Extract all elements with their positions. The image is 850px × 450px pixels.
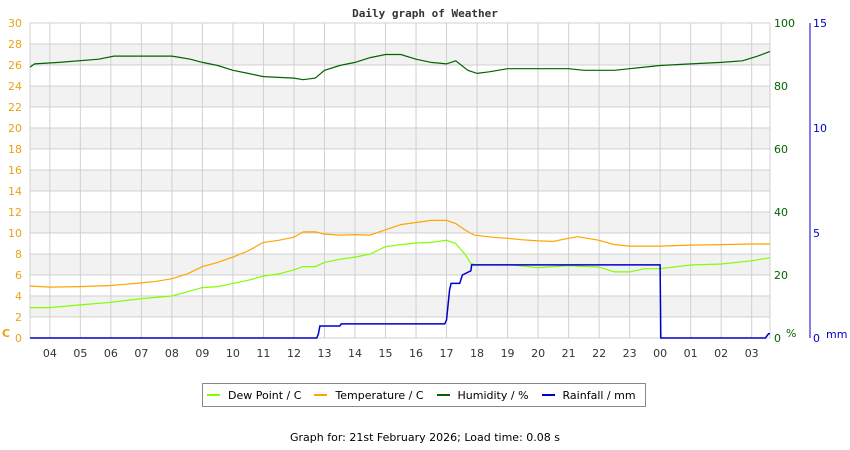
grid-band [30, 212, 770, 233]
left-tick-label: 4 [15, 290, 22, 303]
series-line [30, 264, 770, 339]
x-tick-label: 14 [348, 347, 362, 360]
left-tick-label: 10 [8, 227, 22, 240]
grid-band [30, 86, 770, 107]
rain-tick-label: 5 [813, 227, 820, 240]
left-tick-label: 0 [15, 332, 22, 345]
x-tick-label: 02 [714, 347, 728, 360]
left-tick-label: 14 [8, 185, 22, 198]
series-line [29, 50, 771, 81]
legend-item-temperature: Temperature / C [314, 388, 424, 402]
temperature-swatch-icon [314, 394, 328, 396]
x-tick-label: 19 [501, 347, 515, 360]
left-tick-label: 6 [15, 269, 22, 282]
x-tick-label: 01 [684, 347, 698, 360]
left-tick-label: 12 [8, 206, 22, 219]
left-tick-label: 30 [8, 17, 22, 30]
humidity-axis-unit: % [786, 327, 796, 340]
x-tick-label: 09 [195, 347, 209, 360]
humidity-swatch-icon [436, 394, 450, 396]
x-tick-label: 08 [165, 347, 179, 360]
grid-band [30, 254, 770, 275]
left-axis-unit: C [2, 327, 10, 340]
grid-band [30, 296, 770, 317]
x-tick-label: 13 [317, 347, 331, 360]
rain-tick-label: 0 [813, 332, 820, 345]
rain-tick-label: 15 [813, 17, 827, 30]
grid-band [30, 128, 770, 149]
legend-label: Rainfall / mm [562, 388, 636, 402]
humidity-tick-label: 0 [774, 332, 781, 345]
legend-label: Dew Point / C [228, 388, 302, 402]
left-tick-label: 28 [8, 38, 22, 51]
vertical-gridlines [29, 23, 771, 338]
left-tick-label: 24 [8, 80, 22, 93]
x-tick-label: 12 [287, 347, 301, 360]
x-tick-label: 03 [745, 347, 759, 360]
x-tick-label: 17 [440, 347, 454, 360]
rain-tick-label: 10 [813, 122, 827, 135]
x-tick-label: 23 [623, 347, 637, 360]
x-tick-label: 15 [379, 347, 393, 360]
chart-title: Daily graph of Weather [352, 7, 498, 20]
humidity-tick-label: 100 [774, 17, 795, 30]
series-lines [29, 50, 771, 339]
left-tick-label: 8 [15, 248, 22, 261]
humidity-tick-label: 20 [774, 269, 788, 282]
legend-label: Humidity / % [457, 388, 529, 402]
footer-status: Graph for: 21st February 2026; Load time… [289, 431, 560, 444]
rainfall-swatch-icon [541, 394, 555, 396]
left-tick-label: 20 [8, 122, 22, 135]
series-line [29, 219, 770, 288]
x-tick-label: 22 [592, 347, 606, 360]
legend-label: Temperature / C [335, 388, 424, 402]
grid-band [30, 170, 770, 191]
humidity-tick-label: 60 [774, 143, 788, 156]
legend-item-rainfall: Rainfall / mm [541, 388, 636, 402]
grid-bands [30, 44, 770, 317]
dewpoint-swatch-icon [207, 394, 220, 396]
x-tick-label: 16 [409, 347, 423, 360]
x-tick-label: 11 [256, 347, 270, 360]
x-tick-label: 21 [562, 347, 576, 360]
humidity-tick-label: 40 [774, 206, 788, 219]
x-tick-label: 18 [470, 347, 484, 360]
x-tick-label: 06 [104, 347, 118, 360]
x-tick-label: 04 [43, 347, 57, 360]
horizontal-gridlines [30, 22, 770, 339]
humidity-tick-label: 80 [774, 80, 788, 93]
left-tick-label: 2 [15, 311, 22, 324]
legend-item-humidity: Humidity / % [436, 388, 529, 402]
x-tick-label: 20 [531, 347, 545, 360]
chart-legend: Dew Point / C Temperature / C Humidity /… [202, 383, 646, 407]
left-tick-label: 26 [8, 59, 22, 72]
x-tick-label: 00 [653, 347, 667, 360]
x-tick-label: 10 [226, 347, 240, 360]
left-tick-label: 18 [8, 143, 22, 156]
left-tick-label: 16 [8, 164, 22, 177]
left-tick-label: 22 [8, 101, 22, 114]
rain-axis-unit: mm [826, 328, 847, 341]
x-tick-label: 07 [134, 347, 148, 360]
legend-item-dewpoint: Dew Point / C [207, 389, 301, 402]
series-line [30, 239, 771, 309]
x-tick-label: 05 [73, 347, 87, 360]
